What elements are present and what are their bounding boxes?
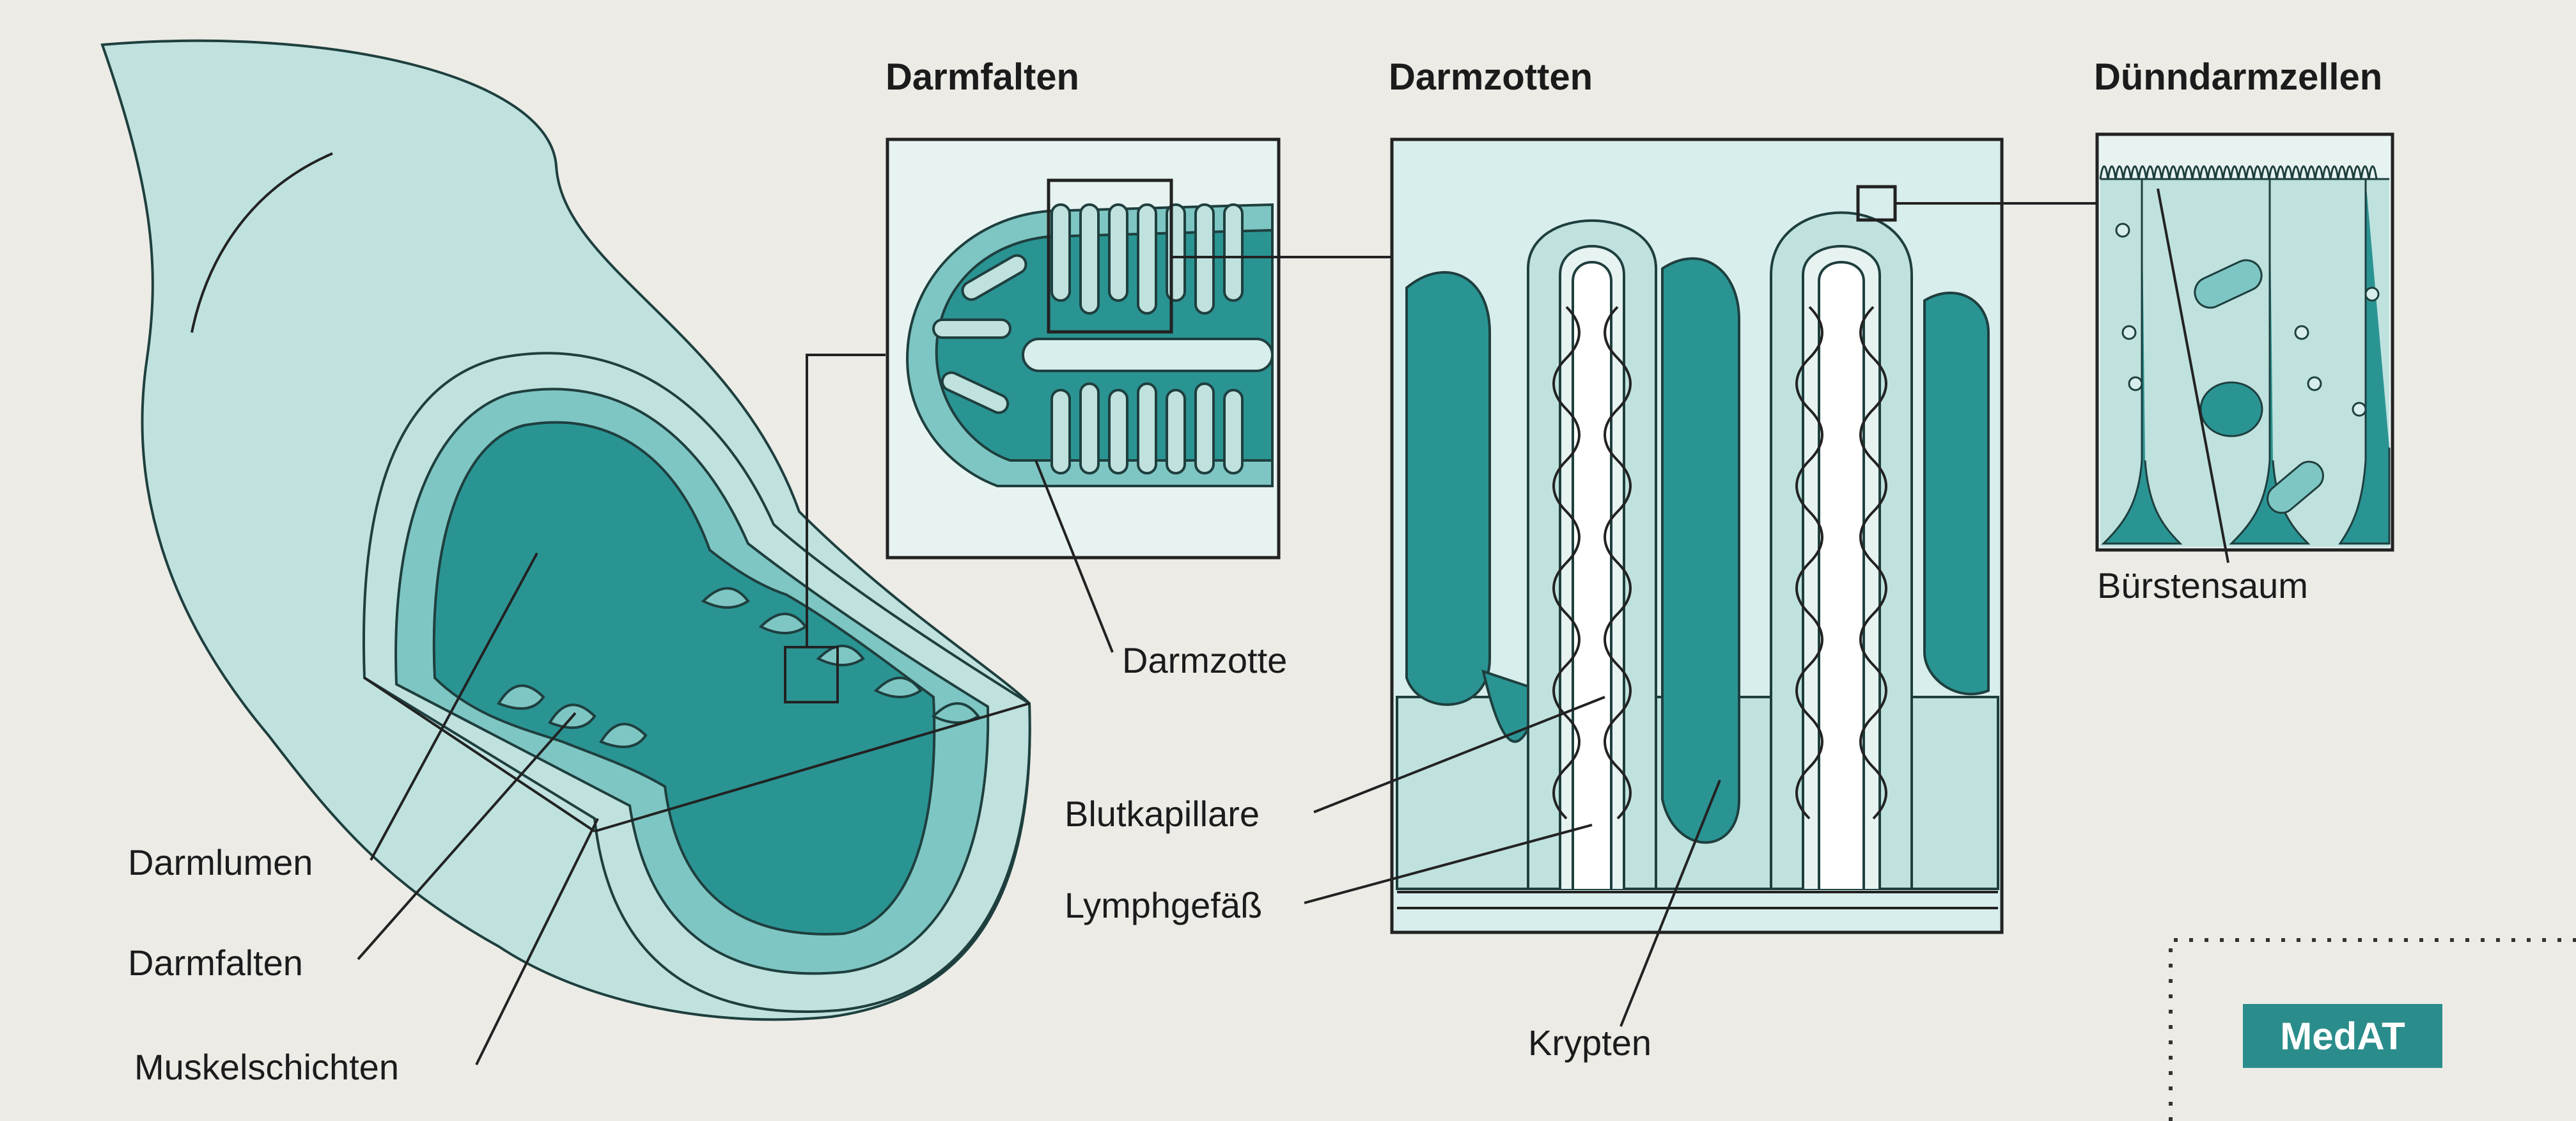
fold-cross-section (906, 203, 1274, 487)
cells (2099, 165, 2391, 547)
villi-section (1396, 211, 1999, 909)
lumen (432, 421, 936, 936)
label-muskelschichten: Muskelschichten (134, 1047, 399, 1087)
title-darmfalten: Darmfalten (886, 56, 1079, 98)
medat-badge-text: MedAT (2280, 1015, 2405, 1058)
label-darmlumen: Darmlumen (128, 842, 313, 882)
medat-badge (2243, 1004, 2442, 1068)
label-darmzotte: Darmzotte (1122, 640, 1287, 680)
label-blutkapillare: Blutkapillare (1065, 794, 1260, 834)
tube-zoom-box (784, 646, 839, 703)
label-buerstensaum: Bürstensaum (2097, 565, 2308, 606)
label-lymphgefaess: Lymphgefäß (1065, 885, 1262, 925)
title-darmzotten: Darmzotten (1389, 56, 1593, 98)
label-krypten: Krypten (1528, 1023, 1651, 1063)
label-darmfalten-left: Darmfalten (128, 943, 303, 983)
intestine-tube (100, 39, 1031, 1021)
title-duenndarmzellen: Dünndarmzellen (2094, 56, 2382, 98)
